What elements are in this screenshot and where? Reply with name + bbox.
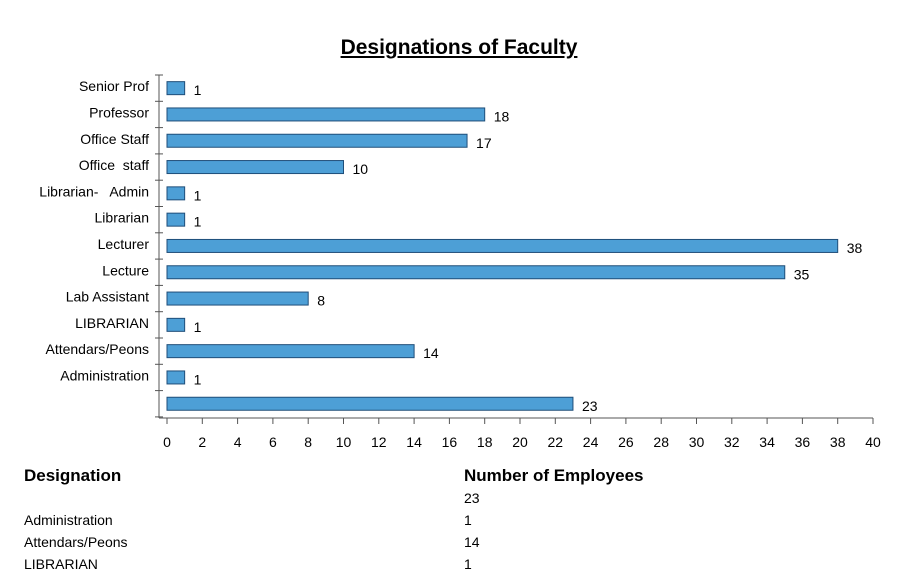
category-label: Lecture [102, 262, 149, 278]
x-tick-label: 14 [406, 434, 422, 450]
chart-title: Designations of Faculty [340, 36, 578, 59]
x-tick-label: 36 [795, 434, 811, 450]
table-cell-designation: Attendars/Peons [24, 534, 128, 550]
bar [166, 212, 186, 227]
x-tick-label: 18 [477, 434, 493, 450]
bar [166, 133, 468, 148]
bar [166, 265, 786, 280]
category-label: Administration [60, 367, 149, 383]
table-cell-designation: LIBRARIAN [24, 556, 98, 572]
category-label: LIBRARIAN [75, 315, 149, 331]
table-cell-designation: Administration [24, 512, 113, 528]
x-tick-label: 40 [865, 434, 881, 450]
data-label: 1 [194, 214, 202, 230]
x-tick-label: 10 [336, 434, 352, 450]
table-cell-count: 1 [464, 512, 472, 528]
category-label: Librarian- Admin [39, 183, 149, 199]
x-tick-label: 26 [618, 434, 634, 450]
category-label: Lab Assistant [66, 289, 149, 305]
data-label: 8 [317, 293, 325, 309]
data-label: 18 [494, 108, 510, 124]
data-label: 1 [194, 319, 202, 335]
category-label: Lecturer [98, 236, 150, 252]
x-tick-label: 28 [653, 434, 669, 450]
category-label: Office Staff [80, 131, 149, 147]
x-tick-label: 0 [163, 434, 171, 450]
category-label: Attendars/Peons [45, 341, 149, 357]
data-label: 23 [582, 398, 598, 414]
table-cell-count: 14 [464, 534, 480, 550]
data-label: 1 [194, 82, 202, 98]
data-label: 38 [847, 240, 863, 256]
bar [166, 370, 186, 385]
bar [166, 81, 186, 96]
category-label: Professor [89, 104, 149, 120]
x-tick-label: 12 [371, 434, 387, 450]
x-tick-label: 24 [583, 434, 599, 450]
data-label: 17 [476, 135, 492, 151]
bar [166, 344, 415, 359]
table-row: LIBRARIAN 1 [0, 556, 922, 578]
x-tick-label: 6 [269, 434, 277, 450]
data-label: 35 [794, 266, 810, 282]
table-cell-count: 23 [464, 490, 480, 506]
x-tick-label: 30 [689, 434, 705, 450]
x-tick-label: 20 [512, 434, 528, 450]
bar [166, 396, 574, 411]
bar [166, 160, 344, 175]
x-tick-label: 4 [234, 434, 242, 450]
category-label: Office staff [79, 157, 149, 173]
table-header-designation: Designation [24, 466, 122, 485]
bar [166, 317, 186, 332]
x-tick-label: 38 [830, 434, 846, 450]
x-tick-label: 34 [759, 434, 775, 450]
bar [166, 186, 186, 201]
table-row: Administration 1 [0, 512, 922, 534]
data-label: 1 [194, 187, 202, 203]
table-header-count: Number of Employees [464, 466, 644, 485]
x-tick-label: 16 [442, 434, 458, 450]
bar [166, 238, 839, 253]
x-tick-label: 22 [548, 434, 564, 450]
x-tick-label: 32 [724, 434, 740, 450]
data-label: 1 [194, 371, 202, 387]
bar [166, 291, 309, 306]
x-tick-label: 8 [304, 434, 312, 450]
table-row: 23 [0, 490, 922, 512]
category-label: Senior Prof [79, 78, 149, 94]
data-label: 14 [423, 345, 439, 361]
table-row: Attendars/Peons 14 [0, 534, 922, 556]
data-label: 10 [353, 161, 369, 177]
x-tick-label: 2 [198, 434, 206, 450]
bar-chart: 0 2 4 6 8 10 12 14 16 18 20 22 24 26 28 30 32 34 36 38 401Se… [39, 74, 881, 450]
bar [166, 107, 486, 122]
category-label: Librarian [95, 210, 149, 226]
table-cell-count: 1 [464, 556, 472, 572]
